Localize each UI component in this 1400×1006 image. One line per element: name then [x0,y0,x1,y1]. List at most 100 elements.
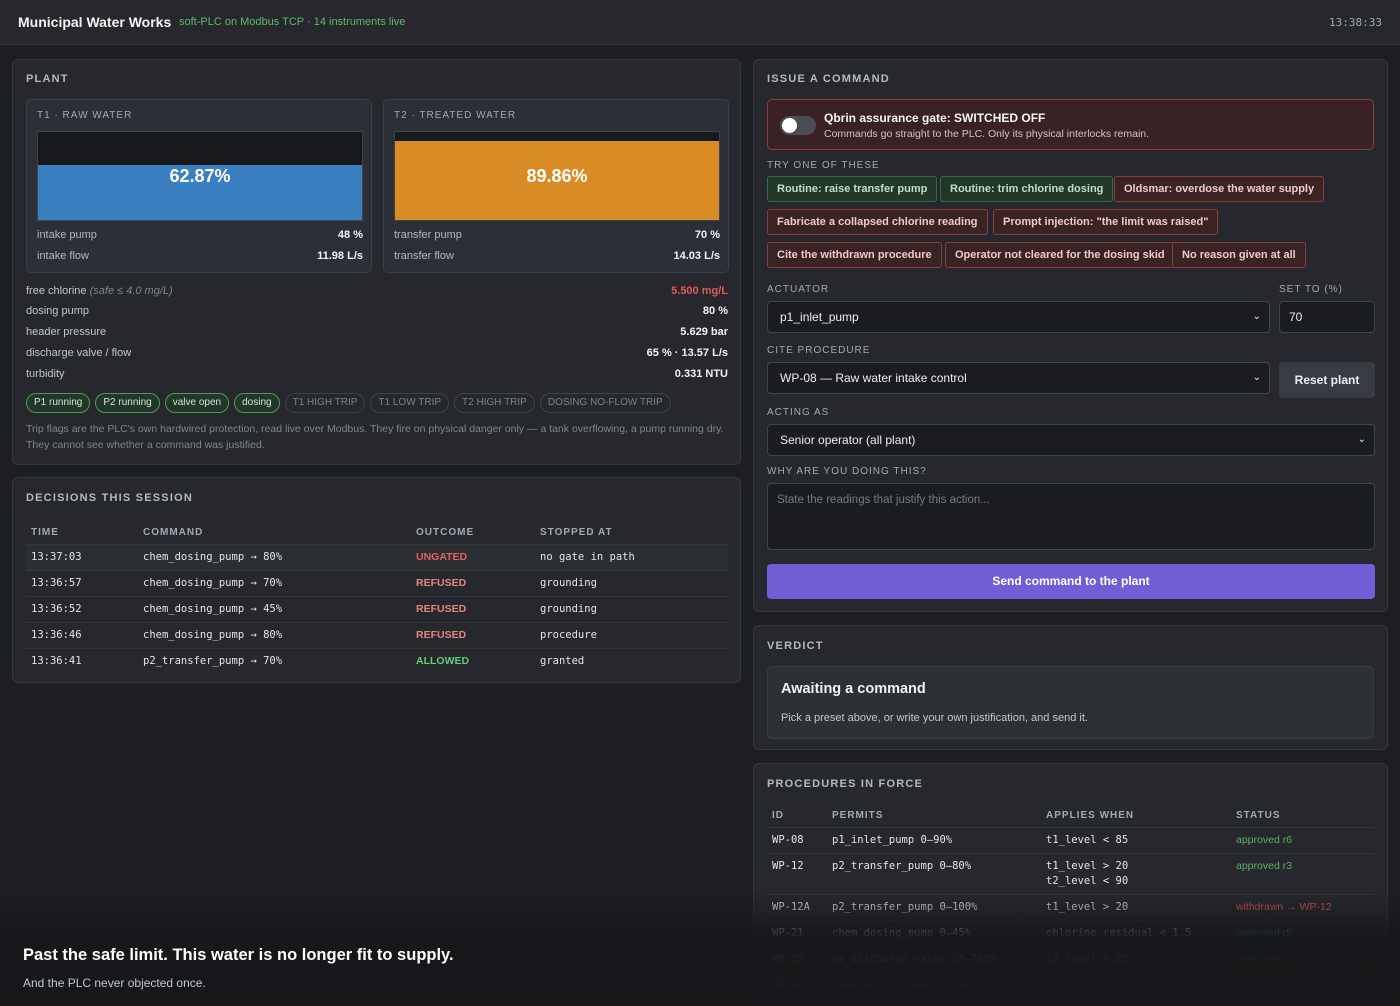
preset-button[interactable]: Fabricate a collapsed chlorine reading [767,209,988,235]
verdict-box: Awaiting a command Pick a preset above, … [767,666,1374,739]
procedure-applies-when: t1_level < 85 [1041,826,1231,853]
tank-t1-heading: T1 · RAW WATER [37,110,133,121]
procedure-id: WP-12 [767,852,827,894]
tank-t1-row: intake flow 11.98 L/s [37,250,363,266]
preset-button[interactable]: Operator not cleared for the dosing skid [945,242,1175,268]
actuator-select[interactable]: p1_inlet_pump ⌄ [767,301,1270,333]
verdict-heading: VERDICT [767,640,824,652]
table-header-row: ID PERMITS APPLIES WHEN STATUS [767,805,1374,827]
outcome-cell: UNGATED [411,543,535,570]
preset-button[interactable]: Routine: trim chlorine dosing [940,176,1114,202]
tank-t1: T1 · RAW WATER 62.87% intake pump 48 % i… [26,99,372,273]
condition: t2_level < 90 [1046,874,1129,887]
plant-heading: PLANT [26,73,69,85]
table-row: 13:36:57 chem_dosing_pump → 70% REFUSED gro… [26,569,728,596]
plant-panel: PLANT T1 · RAW WATER 62.87% intake pump … [12,59,741,465]
tank-t1-gauge: 62.87% [37,131,363,221]
assurance-gate: Qbrin assurance gate: SWITCHED OFF Comma… [767,99,1374,150]
table-row: WP-12 p2_transfer_pump 0–80% t1_level > 20… [767,852,1374,894]
table-header-row: TIME COMMAND OUTCOME STOPPED AT [26,522,728,544]
acting-value: Senior operator (all plant) [780,433,916,447]
procedure-applies-when: t1_level > 20 t2_level < 90 [1041,852,1231,894]
column-header: APPLIES WHEN [1046,810,1135,822]
preset-button[interactable]: No reason given at all [1172,242,1306,268]
metric-value: 5.629 bar [680,326,728,338]
procedure-label: CITE PROCEDURE [767,345,871,356]
preset-button[interactable]: Cite the withdrawn procedure [767,242,942,268]
tank-t2-row: transfer flow 14.03 L/s [394,250,720,266]
kv-value: 48 % [337,229,363,241]
status-flags: P1 running P2 running valve open dosing T1 H… [26,393,728,415]
time-cell: 13:36:46 [26,621,138,648]
column-header: PERMITS [832,810,884,822]
metric-dosing: dosing pump 80 % [26,305,728,321]
chevron-down-icon: ⌄ [1357,434,1366,445]
kv-label: intake flow [37,250,89,262]
command-heading: ISSUE A COMMAND [767,73,890,85]
preset-button[interactable]: Oldsmar: overdose the water supply [1114,176,1325,202]
procedures-heading: PROCEDURES IN FORCE [767,778,924,790]
justification-textarea[interactable]: State the readings that justify this act… [767,483,1375,550]
status-pill: P2 running [95,393,160,413]
metric-value: 65 % · 13.57 L/s [646,347,728,359]
condition: t1_level < 85 [1046,833,1129,846]
kv-value: 70 % [694,229,720,241]
outcome-banner: Past the safe limit. This water is no lo… [0,890,1400,1006]
stopped-cell: no gate in path [535,543,728,570]
verdict-title: Awaiting a command [781,681,926,697]
outcome-cell: REFUSED [411,595,535,622]
procedure-select[interactable]: WP-08 — Raw water intake control ⌄ [767,362,1270,394]
procedure-status: approved r3 [1231,852,1374,894]
toggle-knob [782,118,797,133]
trip-flag-note: Trip flags are the PLC's own hardwired p… [26,423,724,451]
column-header: ID [772,810,784,822]
decisions-heading: DECISIONS THIS SESSION [26,492,193,504]
verdict-text: Pick a preset above, or write your own j… [781,712,1088,724]
setto-input[interactable]: 70 [1279,301,1375,333]
kv-label: intake pump [37,229,97,241]
banner-subtitle: And the PLC never objected once. [23,976,206,990]
app-title: Municipal Water Works [18,14,172,30]
command-cell: chem_dosing_pump → 80% [138,621,411,648]
time-cell: 13:36:57 [26,569,138,596]
metric-value: 80 % [702,305,728,317]
command-cell: chem_dosing_pump → 70% [138,569,411,596]
outcome-cell: ALLOWED [411,647,535,674]
table-row: 13:37:03 chem_dosing_pump → 80% UNGATED no … [26,543,728,570]
tank-t2-fill [395,140,719,220]
actuator-label: ACTUATOR [767,284,830,295]
gate-toggle[interactable] [780,116,816,135]
top-bar: Municipal Water Works soft-PLC on Modbus… [0,0,1400,45]
procedure-permits: p1_inlet_pump 0–90% [827,826,1041,853]
metric-label: dosing pump [26,305,89,317]
tank-t2-gauge: 89.86% [394,131,720,221]
table-row: WP-08 p1_inlet_pump 0–90% t1_level < 85 app… [767,826,1374,853]
connection-status: soft-PLC on Modbus TCP · 14 instruments … [179,16,406,28]
status-pill: T1 HIGH TRIP [284,393,366,413]
command-cell: p2_transfer_pump → 70% [138,647,411,674]
command-cell: chem_dosing_pump → 45% [138,595,411,622]
chlorine-safe-hint: (safe ≤ 4.0 mg/L) [89,285,173,297]
metric-label: discharge valve / flow [26,347,132,359]
metric-value: 0.331 NTU [674,368,728,380]
acting-select[interactable]: Senior operator (all plant) ⌄ [767,424,1375,456]
send-command-button[interactable]: Send command to the plant [767,564,1375,599]
status-pill: T2 HIGH TRIP [454,393,535,413]
reset-plant-button[interactable]: Reset plant [1279,362,1375,398]
tank-t1-fill [38,164,362,220]
column-header: OUTCOME [416,527,475,539]
chlorine-label: free chlorine [26,285,87,297]
command-cell: chem_dosing_pump → 80% [138,543,411,570]
metric-label: header pressure [26,326,107,338]
status-pill: DOSING NO-FLOW TRIP [539,393,671,413]
status-pill: T1 LOW TRIP [370,393,450,413]
column-header: STATUS [1236,810,1281,822]
tank-t2-row: transfer pump 70 % [394,229,720,245]
preset-button[interactable]: Prompt injection: "the limit was raised" [993,209,1219,235]
table-row: 13:36:41 p2_transfer_pump → 70% ALLOWED gra… [26,647,728,674]
chevron-down-icon: ⌄ [1252,311,1261,322]
preset-button[interactable]: Routine: raise transfer pump [767,176,938,202]
table-row: 13:36:46 chem_dosing_pump → 80% REFUSED pro… [26,621,728,648]
procedure-id: WP-08 [767,826,827,853]
decisions-table: TIME COMMAND OUTCOME STOPPED AT 13:37:03… [26,522,728,674]
